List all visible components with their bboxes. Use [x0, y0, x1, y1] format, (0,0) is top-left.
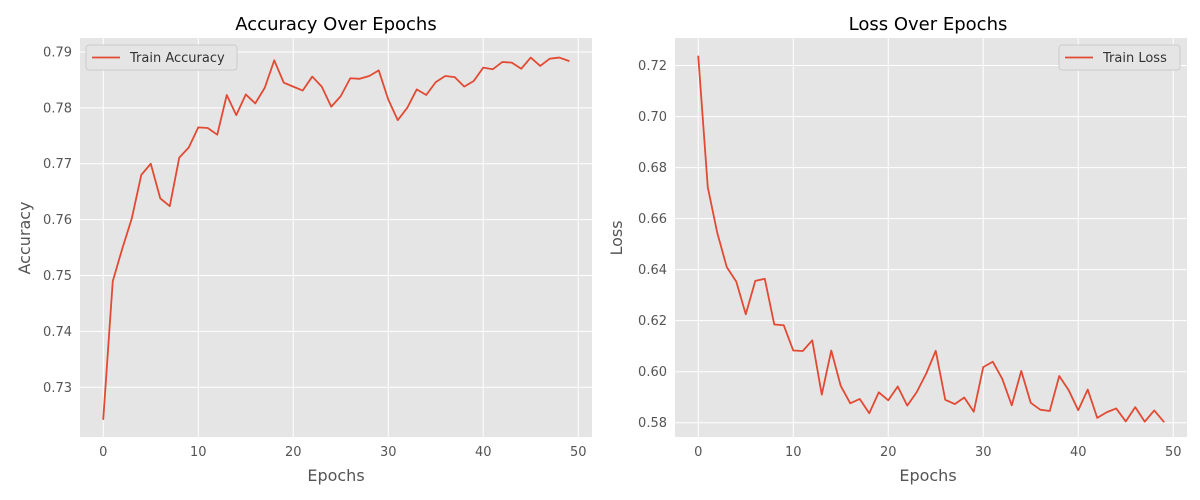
accuracy-x-tick-label: 0 [99, 445, 107, 460]
accuracy-y-tick-label: 0.76 [43, 213, 72, 228]
accuracy-y-tick-label: 0.73 [43, 381, 72, 396]
loss-legend-box [1058, 44, 1181, 71]
accuracy-x-tick-label: 30 [380, 445, 397, 460]
loss-legend: Train Loss [1058, 44, 1181, 71]
accuracy-x-tick-label: 50 [570, 445, 587, 460]
loss-x-tick-label: 50 [1165, 445, 1182, 460]
loss-y-tick-label: 0.58 [638, 416, 667, 431]
accuracy-series-line [102, 56, 570, 421]
accuracy-y-tick-label: 0.74 [43, 325, 72, 340]
accuracy-x-tick-label: 20 [285, 445, 302, 460]
loss-series-line [697, 55, 1165, 423]
accuracy-y-axis-label: Accuracy [15, 201, 34, 274]
accuracy-y-tick-label: 0.78 [43, 101, 72, 116]
loss-series [697, 55, 1165, 423]
loss-y-tick-label: 0.72 [638, 59, 667, 74]
accuracy-legend: Train Accuracy [85, 44, 238, 71]
accuracy-x-tick-label: 40 [475, 445, 492, 460]
loss-x-tick-label: 20 [880, 445, 897, 460]
loss-legend-label: Train Loss [1102, 51, 1167, 66]
loss-y-tick-label: 0.68 [638, 161, 667, 176]
accuracy-y-tick-label: 0.77 [43, 157, 72, 172]
accuracy-legend-box [85, 44, 238, 71]
accuracy-chart: 0 10 20 30 40 500.730.740.750.760.770.780.79 … [15, 14, 592, 485]
loss-x-tick-label: 0 [694, 445, 702, 460]
loss-y-tick-label: 0.70 [638, 110, 667, 125]
loss-chart-title: Loss Over Epochs [849, 14, 1008, 35]
accuracy-chart-title: Accuracy Over Epochs [235, 14, 436, 35]
loss-x-axis-label: Epochs [899, 466, 956, 485]
accuracy-series [102, 56, 570, 421]
loss-y-tick-label: 0.62 [638, 314, 667, 329]
accuracy-plot-area [80, 38, 592, 437]
loss-chart: 0 10 20 30 40 50 0.58 0.60 0.62 0.64 0.66 0.68 0.70 0… [607, 14, 1187, 485]
accuracy-tick-labels: 0 10 20 30 40 50 0.73 0.74 0.75 0.76 0.77 0.78 0.79 [43, 45, 586, 460]
loss-y-axis-label: Loss [607, 220, 626, 255]
loss-y-tick-label: 0.60 [638, 365, 667, 380]
accuracy-legend-label: Train Accuracy [129, 51, 225, 66]
loss-tick-labels: 0 10 20 30 40 50 0.58 0.60 0.62 0.64 0.66 0.68 0.70 0… [638, 59, 1181, 460]
loss-y-tick-label: 0.66 [638, 212, 667, 227]
accuracy-y-tick-label: 0.75 [43, 269, 72, 284]
accuracy-x-axis-label: Epochs [307, 466, 364, 485]
accuracy-gridlines [80, 38, 592, 437]
accuracy-x-tick-label: 10 [190, 445, 207, 460]
loss-y-tick-label: 0.64 [638, 263, 667, 278]
accuracy-y-tick-label: 0.79 [43, 45, 72, 60]
loss-plot-area [675, 38, 1187, 437]
loss-x-tick-label: 10 [785, 445, 802, 460]
loss-x-tick-label: 30 [975, 445, 992, 460]
loss-x-tick-label: 40 [1070, 445, 1087, 460]
